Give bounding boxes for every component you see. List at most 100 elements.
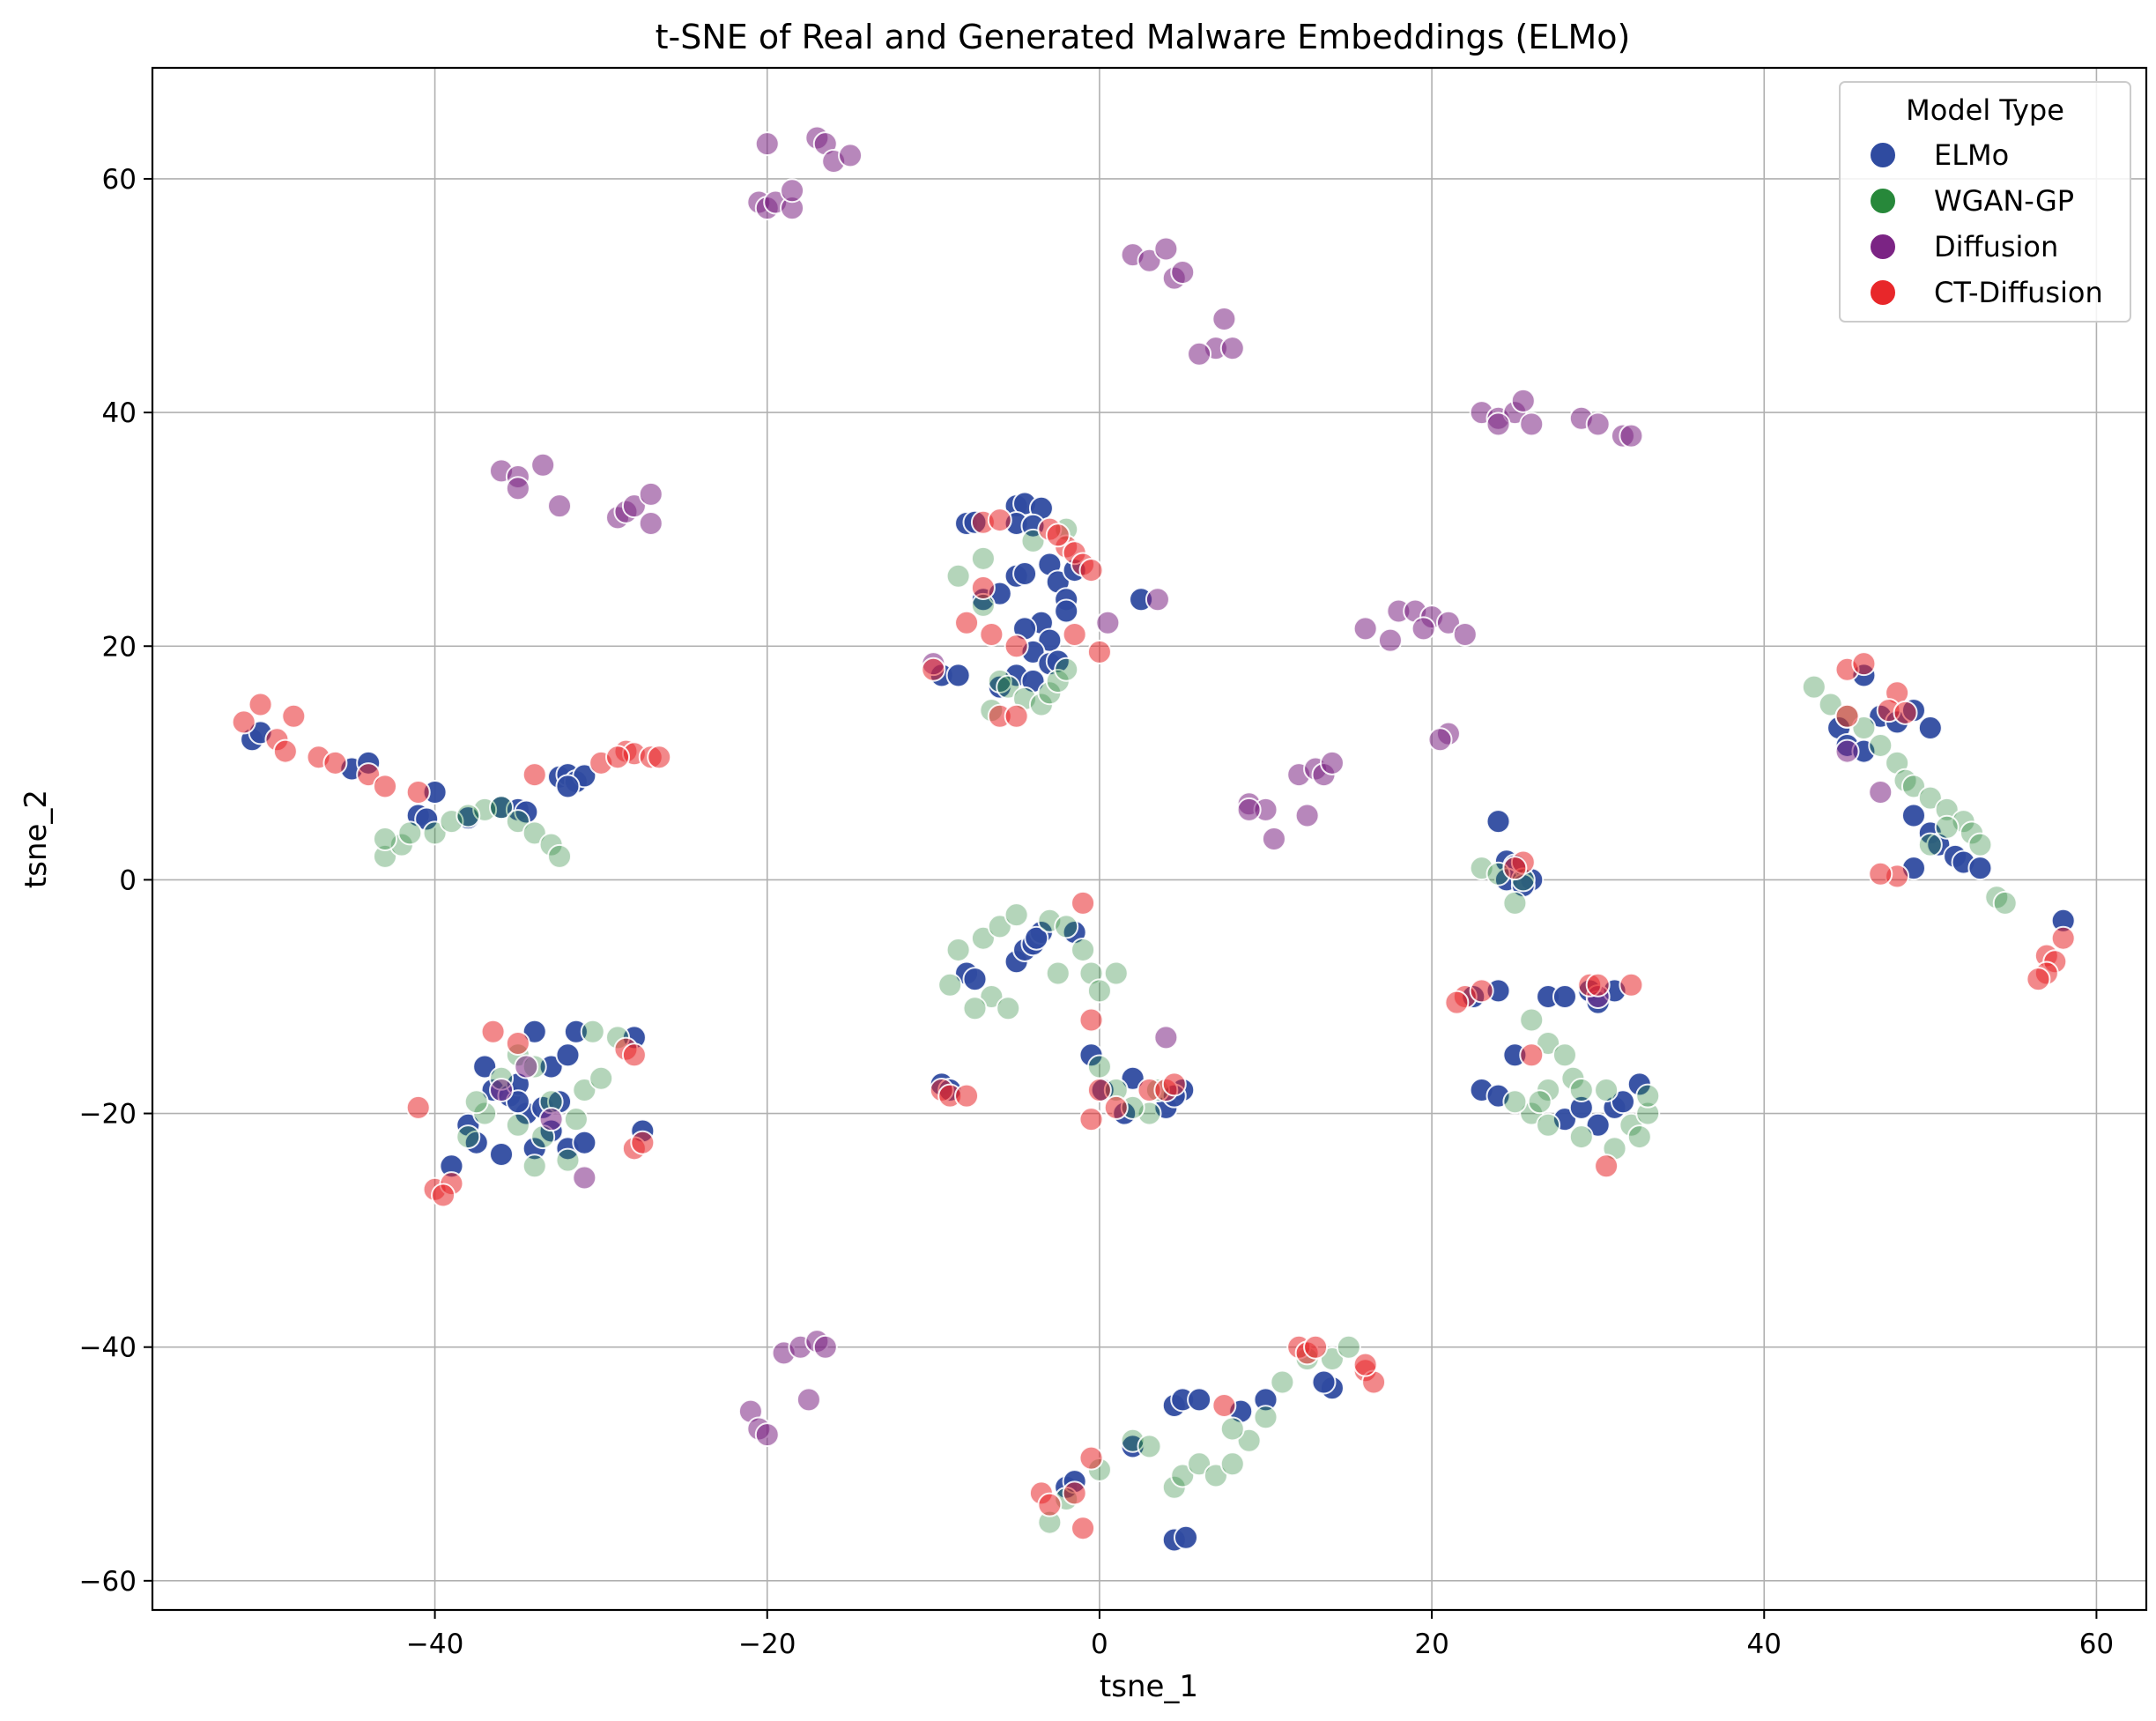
scatter-point: [1485, 412, 1511, 437]
y-tick-label: −40: [79, 1332, 137, 1364]
scatter-point: [373, 827, 398, 851]
scatter-point: [1187, 341, 1212, 367]
scatter-point: [555, 1042, 581, 1068]
scatter-point: [1211, 307, 1237, 332]
scatter-point: [638, 511, 663, 537]
scatter-point: [580, 1019, 605, 1044]
scatter-point: [431, 1183, 456, 1208]
scatter-point: [970, 925, 996, 951]
scatter-point: [1917, 716, 1943, 741]
scatter-point: [572, 1130, 597, 1155]
scatter-point: [937, 972, 963, 998]
scatter-point: [962, 967, 988, 992]
scatter-point: [1253, 1405, 1278, 1430]
scatter-point: [514, 1054, 539, 1079]
scatter-point: [921, 657, 946, 682]
scatter-point: [1078, 1107, 1104, 1132]
scatter-point: [1103, 1094, 1129, 1120]
scatter-point: [1187, 1451, 1212, 1477]
scatter-point: [555, 1147, 581, 1173]
scatter-point: [505, 1031, 530, 1057]
scatter-point: [405, 1094, 431, 1120]
scatter-point: [987, 914, 1012, 939]
scatter-point: [1037, 1492, 1063, 1517]
scatter-point: [1319, 1346, 1345, 1371]
scatter-point: [1078, 1007, 1104, 1033]
y-tick-label: −20: [79, 1099, 137, 1131]
scatter-point: [1086, 639, 1112, 664]
scatter-point: [812, 1334, 838, 1360]
scatter-point: [1020, 528, 1046, 553]
y-tick-label: 20: [102, 631, 137, 663]
scatter-point: [1054, 598, 1079, 624]
legend-marker: [1869, 141, 1897, 169]
scatter-point: [954, 1083, 980, 1109]
scatter-point: [1536, 1031, 1561, 1057]
scatter-point: [1801, 674, 1826, 700]
y-tick-label: −60: [79, 1566, 137, 1598]
scatter-point: [1851, 651, 1877, 677]
scatter-point: [630, 1130, 656, 1155]
scatter-point: [796, 1387, 821, 1413]
scatter-point: [1834, 703, 1860, 729]
scatter-point: [1236, 1428, 1262, 1453]
series-ct-diffusion: [231, 508, 2076, 1541]
scatter-point: [1893, 700, 1918, 725]
scatter-point: [1411, 616, 1436, 642]
plot-frame: [151, 66, 2148, 1612]
scatter-point: [1203, 1463, 1228, 1488]
x-tick-label: −20: [738, 1628, 796, 1660]
scatter-point: [1568, 1124, 1594, 1150]
scatter-point: [1594, 1154, 1619, 1179]
scatter-point: [1086, 978, 1112, 1004]
chart-title: t-SNE of Real and Generated Malware Embe…: [656, 18, 1631, 56]
scatter-point: [1012, 561, 1038, 587]
scatter-point: [422, 820, 448, 846]
series-elmo: [240, 491, 2076, 1553]
legend-box: [1839, 81, 2131, 323]
scatter-point: [1054, 914, 1079, 939]
scatter-point: [1917, 785, 1943, 811]
scatter-point: [945, 663, 971, 688]
legend-marker: [1869, 233, 1897, 261]
scatter-point: [1469, 978, 1494, 1004]
y-tick-label: 60: [102, 164, 137, 196]
y-tick-label: 40: [102, 397, 137, 429]
scatter-point: [1917, 832, 1943, 857]
scatter-point: [1527, 1089, 1552, 1115]
scatter-point: [472, 1054, 498, 1079]
scatter-point: [754, 1422, 780, 1448]
scatter-point: [1519, 412, 1545, 437]
scatter-point: [1078, 1445, 1104, 1471]
legend: Model Type ELMo WGAN-GP Diffusion CT-Diffus…: [1839, 81, 2131, 323]
scatter-point: [1519, 1007, 1545, 1033]
scatter-point: [1095, 610, 1121, 635]
scatter-point: [1967, 856, 1993, 881]
scatter-point: [979, 621, 1004, 647]
scatter-point: [996, 674, 1021, 700]
scatter-point: [373, 774, 398, 799]
scatter-point: [1261, 827, 1286, 851]
scatter-point: [945, 937, 971, 962]
scatter-point: [1352, 616, 1378, 642]
scatter-point: [2050, 925, 2076, 951]
x-tick-label: 40: [1747, 1628, 1782, 1660]
scatter-point: [547, 843, 573, 869]
scatter-point: [1900, 774, 1926, 799]
series-diffusion: [489, 125, 1893, 1448]
scatter-point: [1444, 990, 1470, 1015]
scatter-point: [1170, 260, 1196, 286]
scatter-point: [1967, 832, 1993, 857]
scatter-point: [522, 1154, 547, 1179]
scatter-point: [1219, 336, 1245, 361]
scatter-point: [1626, 1124, 1652, 1150]
scatter-point: [489, 1141, 515, 1167]
scatter-point: [1851, 716, 1877, 741]
scatter-point: [1585, 412, 1611, 437]
scatter-point: [1619, 972, 1644, 998]
legend-label: ELMo: [1934, 138, 2009, 172]
scatter-point: [1153, 236, 1179, 262]
scatter-point: [1336, 1334, 1361, 1360]
scatter-point: [1303, 1334, 1329, 1360]
scatter-point: [1934, 797, 1960, 822]
